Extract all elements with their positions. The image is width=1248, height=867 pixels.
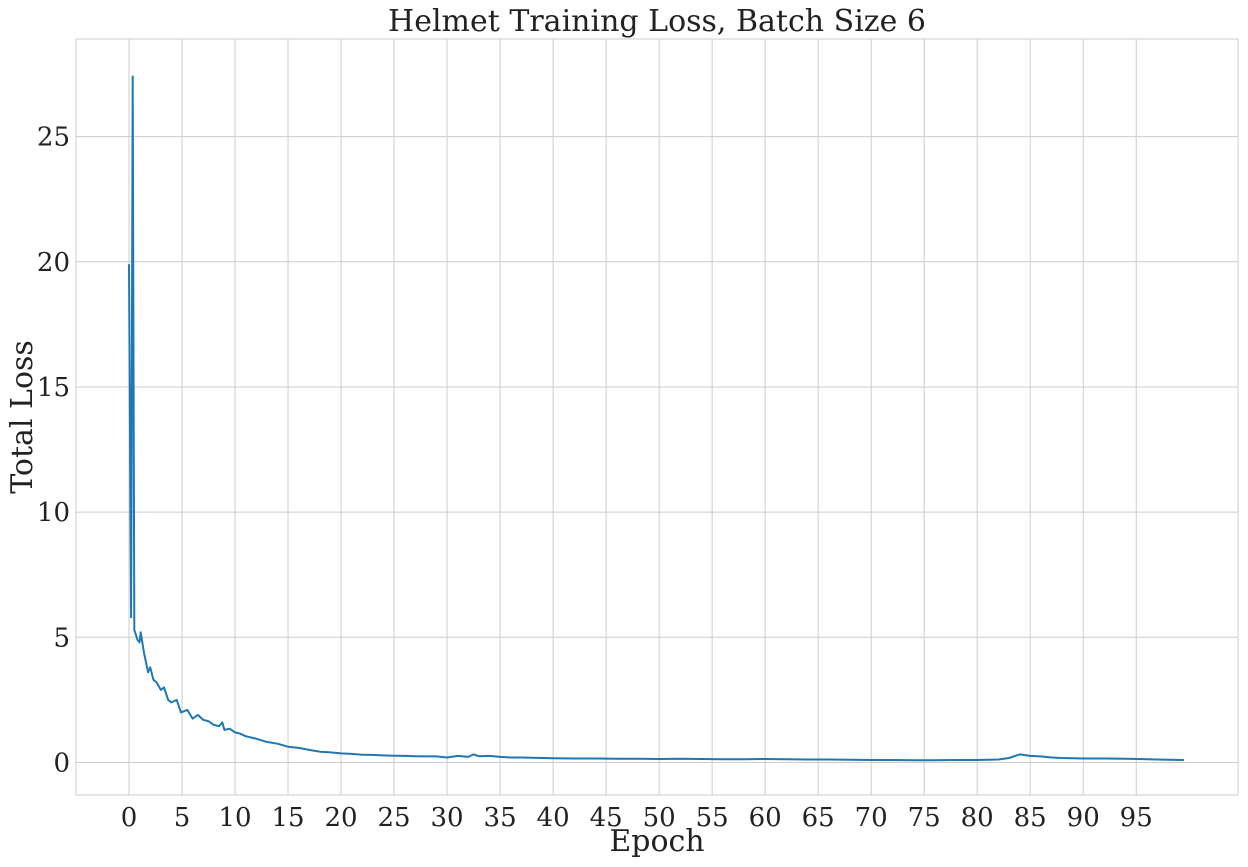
- y-tick-label: 10: [37, 498, 70, 528]
- x-tick-label: 60: [749, 803, 782, 833]
- plot-frame: [75, 38, 1239, 796]
- x-tick-label: 40: [537, 803, 570, 833]
- x-tick-label: 5: [174, 803, 191, 833]
- y-tick-label: 15: [37, 373, 70, 403]
- x-tick-label: 0: [121, 803, 138, 833]
- x-tick-label: 25: [378, 803, 411, 833]
- x-tick-label: 95: [1120, 803, 1153, 833]
- x-tick-label: 50: [643, 803, 676, 833]
- x-tick-label: 45: [590, 803, 623, 833]
- y-axis-label: Total Loss: [5, 340, 40, 494]
- x-tick-labels: 0 5 10 15 20 25 30 35 40 45 50 55 60 65 70 75 80 85 90 95: [121, 803, 1153, 833]
- x-tick-label: 90: [1067, 803, 1100, 833]
- loss-series-line: [128, 75, 1184, 762]
- x-tick-label: 70: [855, 803, 888, 833]
- y-tick-label: 0: [53, 748, 70, 778]
- x-tick-label: 55: [696, 803, 729, 833]
- x-axis-label: Epoch: [609, 824, 704, 859]
- gridlines: [76, 39, 1238, 795]
- x-tick-label: 35: [484, 803, 517, 833]
- x-tick-label: 30: [431, 803, 464, 833]
- x-tick-label: 15: [271, 803, 304, 833]
- x-tick-label: 10: [218, 803, 251, 833]
- y-tick-label: 5: [53, 623, 70, 653]
- x-tick-label: 80: [961, 803, 994, 833]
- y-tick-labels: 0 5 10 15 20 25: [37, 123, 70, 779]
- x-tick-label: 85: [1014, 803, 1047, 833]
- y-tick-label: 20: [37, 248, 70, 278]
- chart-title: Helmet Training Loss, Batch Size 6: [388, 4, 926, 39]
- x-tick-label: 75: [908, 803, 941, 833]
- series-layer: [128, 75, 1184, 762]
- x-tick-label: 65: [802, 803, 835, 833]
- x-tick-label: 20: [325, 803, 358, 833]
- y-tick-label: 25: [37, 123, 70, 153]
